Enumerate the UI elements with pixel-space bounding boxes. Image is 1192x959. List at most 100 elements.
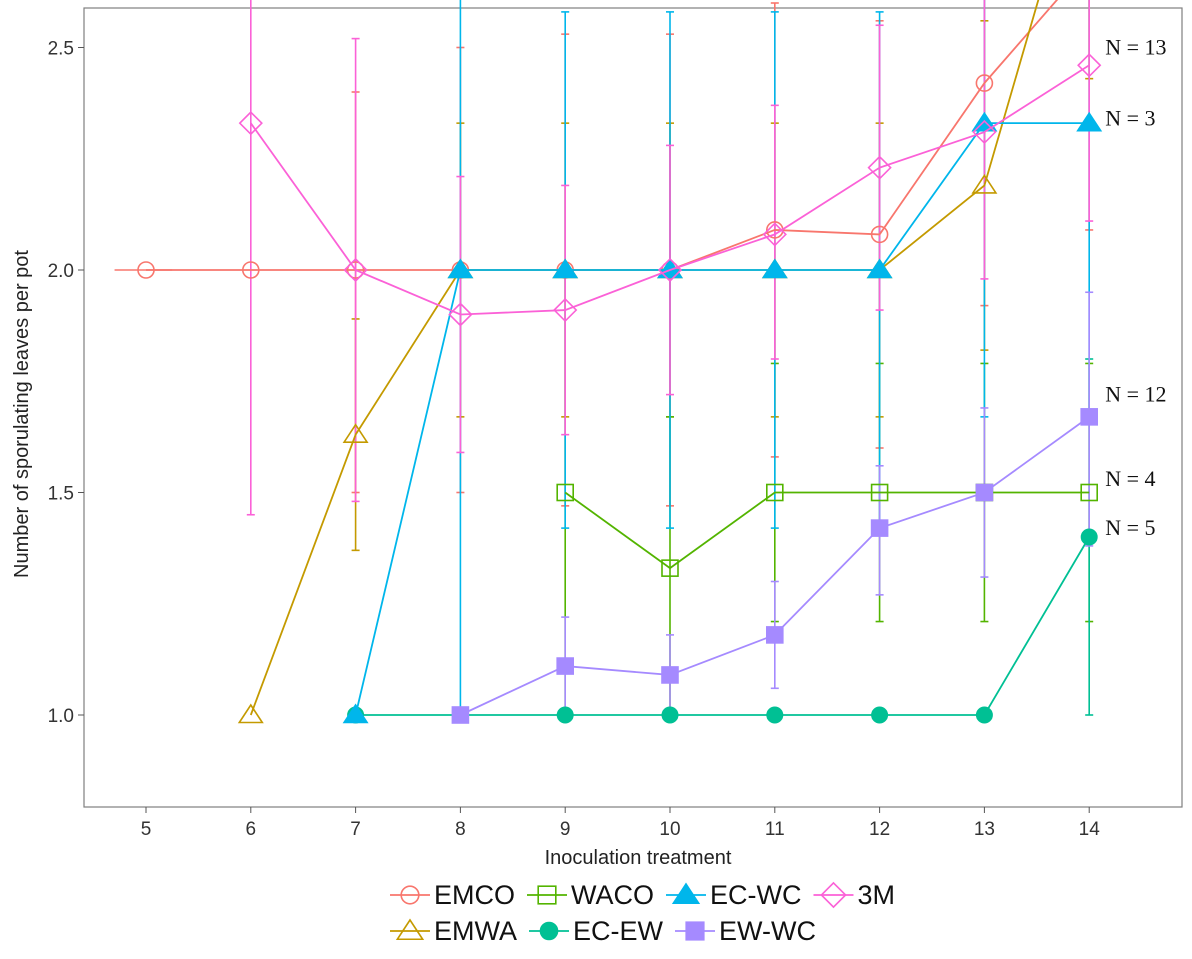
legend-label: 3M [857, 880, 895, 910]
x-tick-label: 14 [1079, 819, 1101, 840]
legend-marker [400, 885, 420, 905]
y-axis: 1.01.52.02.53.03.54.0 [48, 39, 84, 727]
data-point [556, 657, 575, 675]
legend: EMCO WACO EC-WC 3M EMWA EC-EW EW-WC [390, 880, 895, 946]
x-tick-label: 6 [246, 819, 257, 840]
data-point [447, 258, 474, 279]
legend-item-ec-wc: EC-WC [666, 880, 801, 910]
x-axis: 5 6 7 8 9 10 11 12 13 14 [141, 807, 1100, 840]
series-line [355, 536, 1090, 716]
data-point [870, 483, 889, 502]
series-waco [556, 483, 1098, 577]
legend-label: WACO [571, 880, 654, 910]
data-point [765, 626, 784, 644]
data-point [1077, 53, 1102, 78]
data-point [661, 666, 679, 684]
sample-size-label: N = 3 [1105, 106, 1155, 131]
series-line [564, 491, 1090, 570]
data-point [556, 483, 575, 502]
series-ew-wc [451, 408, 1098, 724]
data-point [871, 706, 889, 724]
data-point [451, 706, 470, 724]
legend-item-3m: 3M [813, 880, 895, 910]
series-3m [238, 53, 1102, 327]
data-point [237, 703, 264, 724]
series-line [250, 64, 1090, 316]
plot-panel [83, 7, 1183, 808]
x-tick-label: 9 [560, 819, 571, 840]
data-point [867, 155, 892, 180]
data-point [975, 483, 994, 502]
data-point [870, 225, 889, 244]
legend-label: EW-WC [719, 916, 816, 946]
data-point [661, 559, 679, 577]
data-point [866, 258, 893, 279]
data-point [242, 261, 260, 279]
data-point [1080, 483, 1098, 502]
data-point [765, 483, 784, 502]
data-point [1080, 528, 1098, 546]
x-tick-label: 13 [974, 819, 995, 840]
data-point [972, 119, 997, 145]
legend-label: EMWA [434, 916, 517, 946]
data-point [448, 302, 473, 327]
legend-marker [820, 881, 847, 909]
x-tick-label: 5 [141, 819, 152, 840]
annotation-layer: N = 11N = 13N = 13N = 3N = 12N = 4N = 5 [1105, 35, 1166, 541]
data-point [975, 706, 993, 724]
sample-size-label: N = 5 [1105, 515, 1155, 540]
legend-item-ew-wc: EW-WC [675, 916, 816, 946]
y-axis-title: Number of sporulating leaves per pot [11, 250, 33, 578]
y-tick-label: 1.5 [48, 484, 74, 505]
data-point [975, 74, 994, 92]
series-layer [114, 0, 1103, 724]
sample-size-label: N = 4 [1105, 466, 1155, 491]
data-point [342, 703, 369, 724]
data-point [552, 258, 579, 279]
series-line [354, 122, 1090, 716]
data-point [971, 173, 998, 194]
data-point [870, 519, 889, 537]
data-point [137, 261, 155, 279]
plot-border [83, 7, 1183, 808]
series-ec-wc [342, 111, 1103, 724]
data-point [762, 222, 787, 247]
data-point [657, 257, 683, 283]
data-point [766, 706, 784, 724]
data-point [346, 261, 365, 279]
data-point [342, 423, 369, 443]
data-point [553, 297, 578, 323]
legend-label: EMCO [434, 880, 515, 910]
x-tick-label: 12 [869, 819, 890, 840]
sample-size-label: N = 13 [1105, 35, 1166, 60]
data-point [1076, 111, 1103, 132]
legend-item-emco: EMCO [390, 880, 515, 910]
x-tick-label: 8 [455, 819, 466, 840]
x-axis-title: Inoculation treatment [545, 847, 732, 869]
legend-marker [671, 882, 701, 905]
y-tick-label: 2.5 [48, 39, 74, 60]
x-tick-label: 10 [659, 819, 680, 840]
data-point [238, 111, 263, 136]
data-point [1080, 408, 1098, 426]
legend-marker [685, 921, 705, 941]
data-point [343, 257, 368, 283]
legend-marker [537, 885, 557, 905]
legend-label: EC-WC [710, 880, 801, 910]
x-tick-label: 7 [350, 819, 361, 840]
legend-label: EC-EW [573, 916, 664, 946]
data-point [761, 258, 788, 279]
legend-item-emwa: EMWA [390, 916, 517, 946]
legend-marker [395, 918, 425, 941]
legend-item-waco: WACO [527, 880, 654, 910]
y-tick-label: 1.0 [48, 706, 74, 727]
data-point [661, 706, 679, 724]
legend-marker [539, 921, 559, 941]
x-tick-label: 11 [765, 819, 785, 840]
sample-size-label: N = 12 [1105, 382, 1166, 407]
data-point [556, 706, 574, 724]
y-tick-label: 2.0 [48, 261, 74, 282]
legend-item-ec-ew: EC-EW [529, 916, 664, 946]
